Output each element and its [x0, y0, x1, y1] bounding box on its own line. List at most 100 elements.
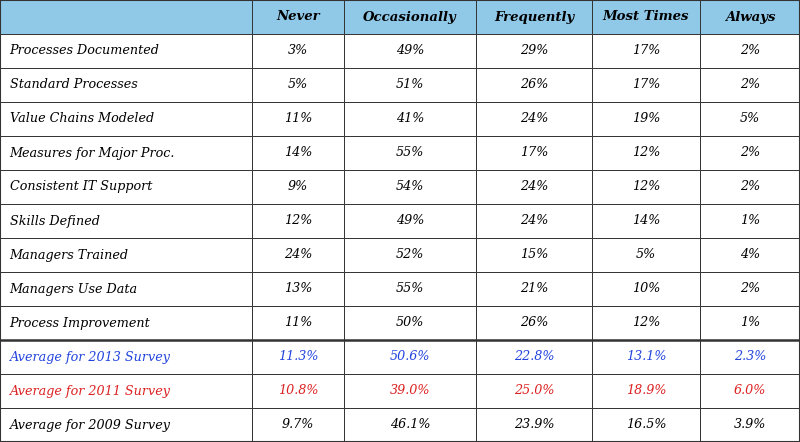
Bar: [252, 408, 344, 442]
Bar: [592, 238, 700, 272]
Bar: [0, 34, 252, 68]
Text: 13.1%: 13.1%: [626, 351, 666, 363]
Bar: [476, 34, 592, 68]
Text: Occasionally: Occasionally: [363, 11, 457, 23]
Text: 24%: 24%: [520, 180, 548, 194]
Text: Always: Always: [725, 11, 775, 23]
Bar: [592, 68, 700, 102]
Text: 9.7%: 9.7%: [282, 419, 314, 431]
Text: 51%: 51%: [396, 79, 424, 91]
Text: 12%: 12%: [632, 180, 660, 194]
Text: Managers Trained: Managers Trained: [10, 248, 129, 262]
Text: 1%: 1%: [740, 316, 760, 329]
Bar: [0, 68, 252, 102]
Text: 14%: 14%: [284, 146, 312, 160]
Bar: [0, 306, 252, 340]
Text: 17%: 17%: [632, 79, 660, 91]
Text: 2.3%: 2.3%: [734, 351, 766, 363]
Text: Average for 2011 Survey: Average for 2011 Survey: [10, 385, 170, 397]
Bar: [592, 102, 700, 136]
Bar: [344, 340, 476, 374]
Bar: [700, 170, 800, 204]
Bar: [476, 306, 592, 340]
Text: 16.5%: 16.5%: [626, 419, 666, 431]
Text: Consistent IT Support: Consistent IT Support: [10, 180, 152, 194]
Bar: [0, 204, 252, 238]
Text: Average for 2009 Survey: Average for 2009 Survey: [10, 419, 170, 431]
Text: 2%: 2%: [740, 180, 760, 194]
Text: 17%: 17%: [632, 45, 660, 57]
Text: 24%: 24%: [520, 214, 548, 228]
Text: 46.1%: 46.1%: [390, 419, 430, 431]
Bar: [476, 340, 592, 374]
Bar: [252, 204, 344, 238]
Text: 2%: 2%: [740, 146, 760, 160]
Bar: [252, 374, 344, 408]
Text: 54%: 54%: [396, 180, 424, 194]
Text: 49%: 49%: [396, 45, 424, 57]
Bar: [0, 170, 252, 204]
Bar: [476, 170, 592, 204]
Bar: [0, 136, 252, 170]
Text: 55%: 55%: [396, 146, 424, 160]
Bar: [700, 204, 800, 238]
Bar: [476, 102, 592, 136]
Bar: [592, 204, 700, 238]
Bar: [592, 272, 700, 306]
Text: 26%: 26%: [520, 316, 548, 329]
Text: 10%: 10%: [632, 282, 660, 296]
Bar: [476, 238, 592, 272]
Bar: [700, 306, 800, 340]
Bar: [0, 102, 252, 136]
Text: Process Improvement: Process Improvement: [10, 316, 150, 329]
Text: 12%: 12%: [632, 146, 660, 160]
Bar: [476, 408, 592, 442]
Bar: [344, 102, 476, 136]
Bar: [700, 340, 800, 374]
Text: 52%: 52%: [396, 248, 424, 262]
Text: 18.9%: 18.9%: [626, 385, 666, 397]
Text: Managers Use Data: Managers Use Data: [10, 282, 138, 296]
Bar: [344, 204, 476, 238]
Text: 50%: 50%: [396, 316, 424, 329]
Bar: [700, 272, 800, 306]
Text: Most Times: Most Times: [602, 11, 690, 23]
Bar: [0, 374, 252, 408]
Text: Value Chains Modeled: Value Chains Modeled: [10, 113, 154, 126]
Bar: [0, 408, 252, 442]
Bar: [252, 68, 344, 102]
Text: 2%: 2%: [740, 79, 760, 91]
Bar: [0, 238, 252, 272]
Text: 25.0%: 25.0%: [514, 385, 554, 397]
Bar: [344, 272, 476, 306]
Bar: [476, 272, 592, 306]
Bar: [700, 0, 800, 34]
Bar: [592, 170, 700, 204]
Text: 21%: 21%: [520, 282, 548, 296]
Text: 49%: 49%: [396, 214, 424, 228]
Bar: [476, 0, 592, 34]
Text: Never: Never: [276, 11, 320, 23]
Bar: [252, 306, 344, 340]
Text: Frequently: Frequently: [494, 11, 574, 23]
Bar: [700, 408, 800, 442]
Bar: [252, 102, 344, 136]
Bar: [252, 0, 344, 34]
Text: 11%: 11%: [284, 316, 312, 329]
Text: Standard Processes: Standard Processes: [10, 79, 138, 91]
Bar: [592, 340, 700, 374]
Bar: [700, 136, 800, 170]
Text: 2%: 2%: [740, 45, 760, 57]
Text: 12%: 12%: [284, 214, 312, 228]
Bar: [344, 136, 476, 170]
Bar: [700, 68, 800, 102]
Bar: [252, 136, 344, 170]
Bar: [476, 68, 592, 102]
Bar: [476, 204, 592, 238]
Text: 12%: 12%: [632, 316, 660, 329]
Bar: [344, 408, 476, 442]
Bar: [344, 34, 476, 68]
Text: 22.8%: 22.8%: [514, 351, 554, 363]
Text: Processes Documented: Processes Documented: [10, 45, 159, 57]
Text: 10.8%: 10.8%: [278, 385, 318, 397]
